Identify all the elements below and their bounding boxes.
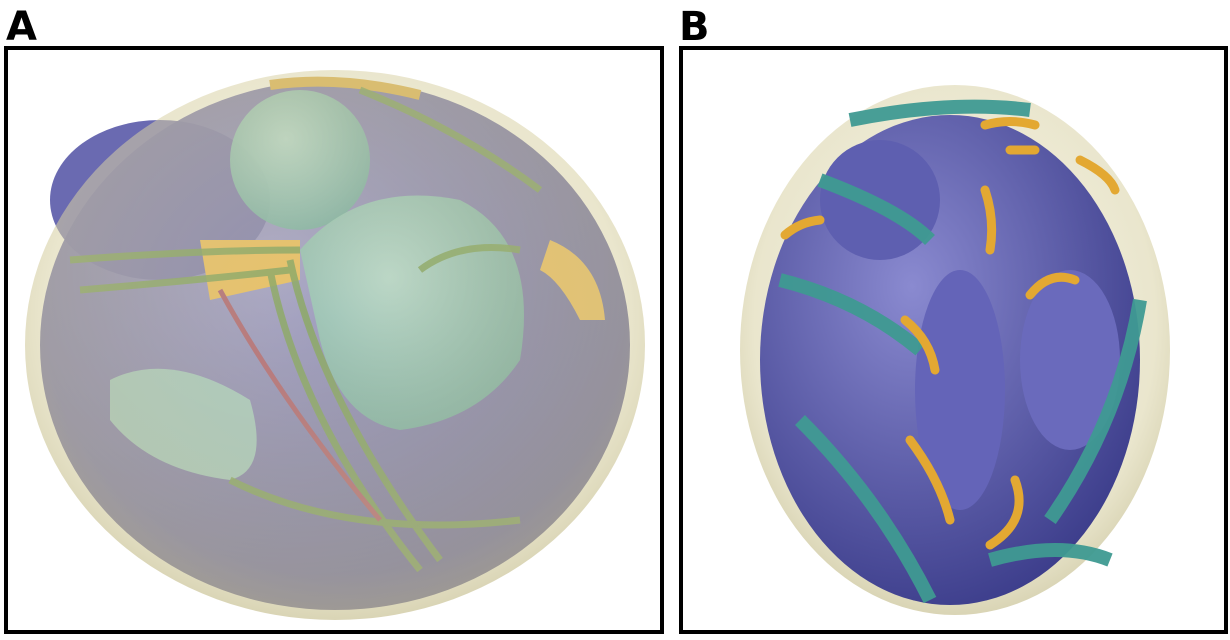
panel-b-image — [740, 85, 1170, 615]
figure: A B — [0, 0, 1230, 636]
shell — [25, 70, 645, 620]
figure-canvas: A B — [0, 0, 1230, 636]
panel-a-image — [25, 70, 645, 620]
panel-label: A — [6, 4, 37, 50]
panel-label: B — [679, 4, 710, 50]
page: {"panels": [{"label": "A"}, {"label": "B… — [0, 0, 1230, 636]
